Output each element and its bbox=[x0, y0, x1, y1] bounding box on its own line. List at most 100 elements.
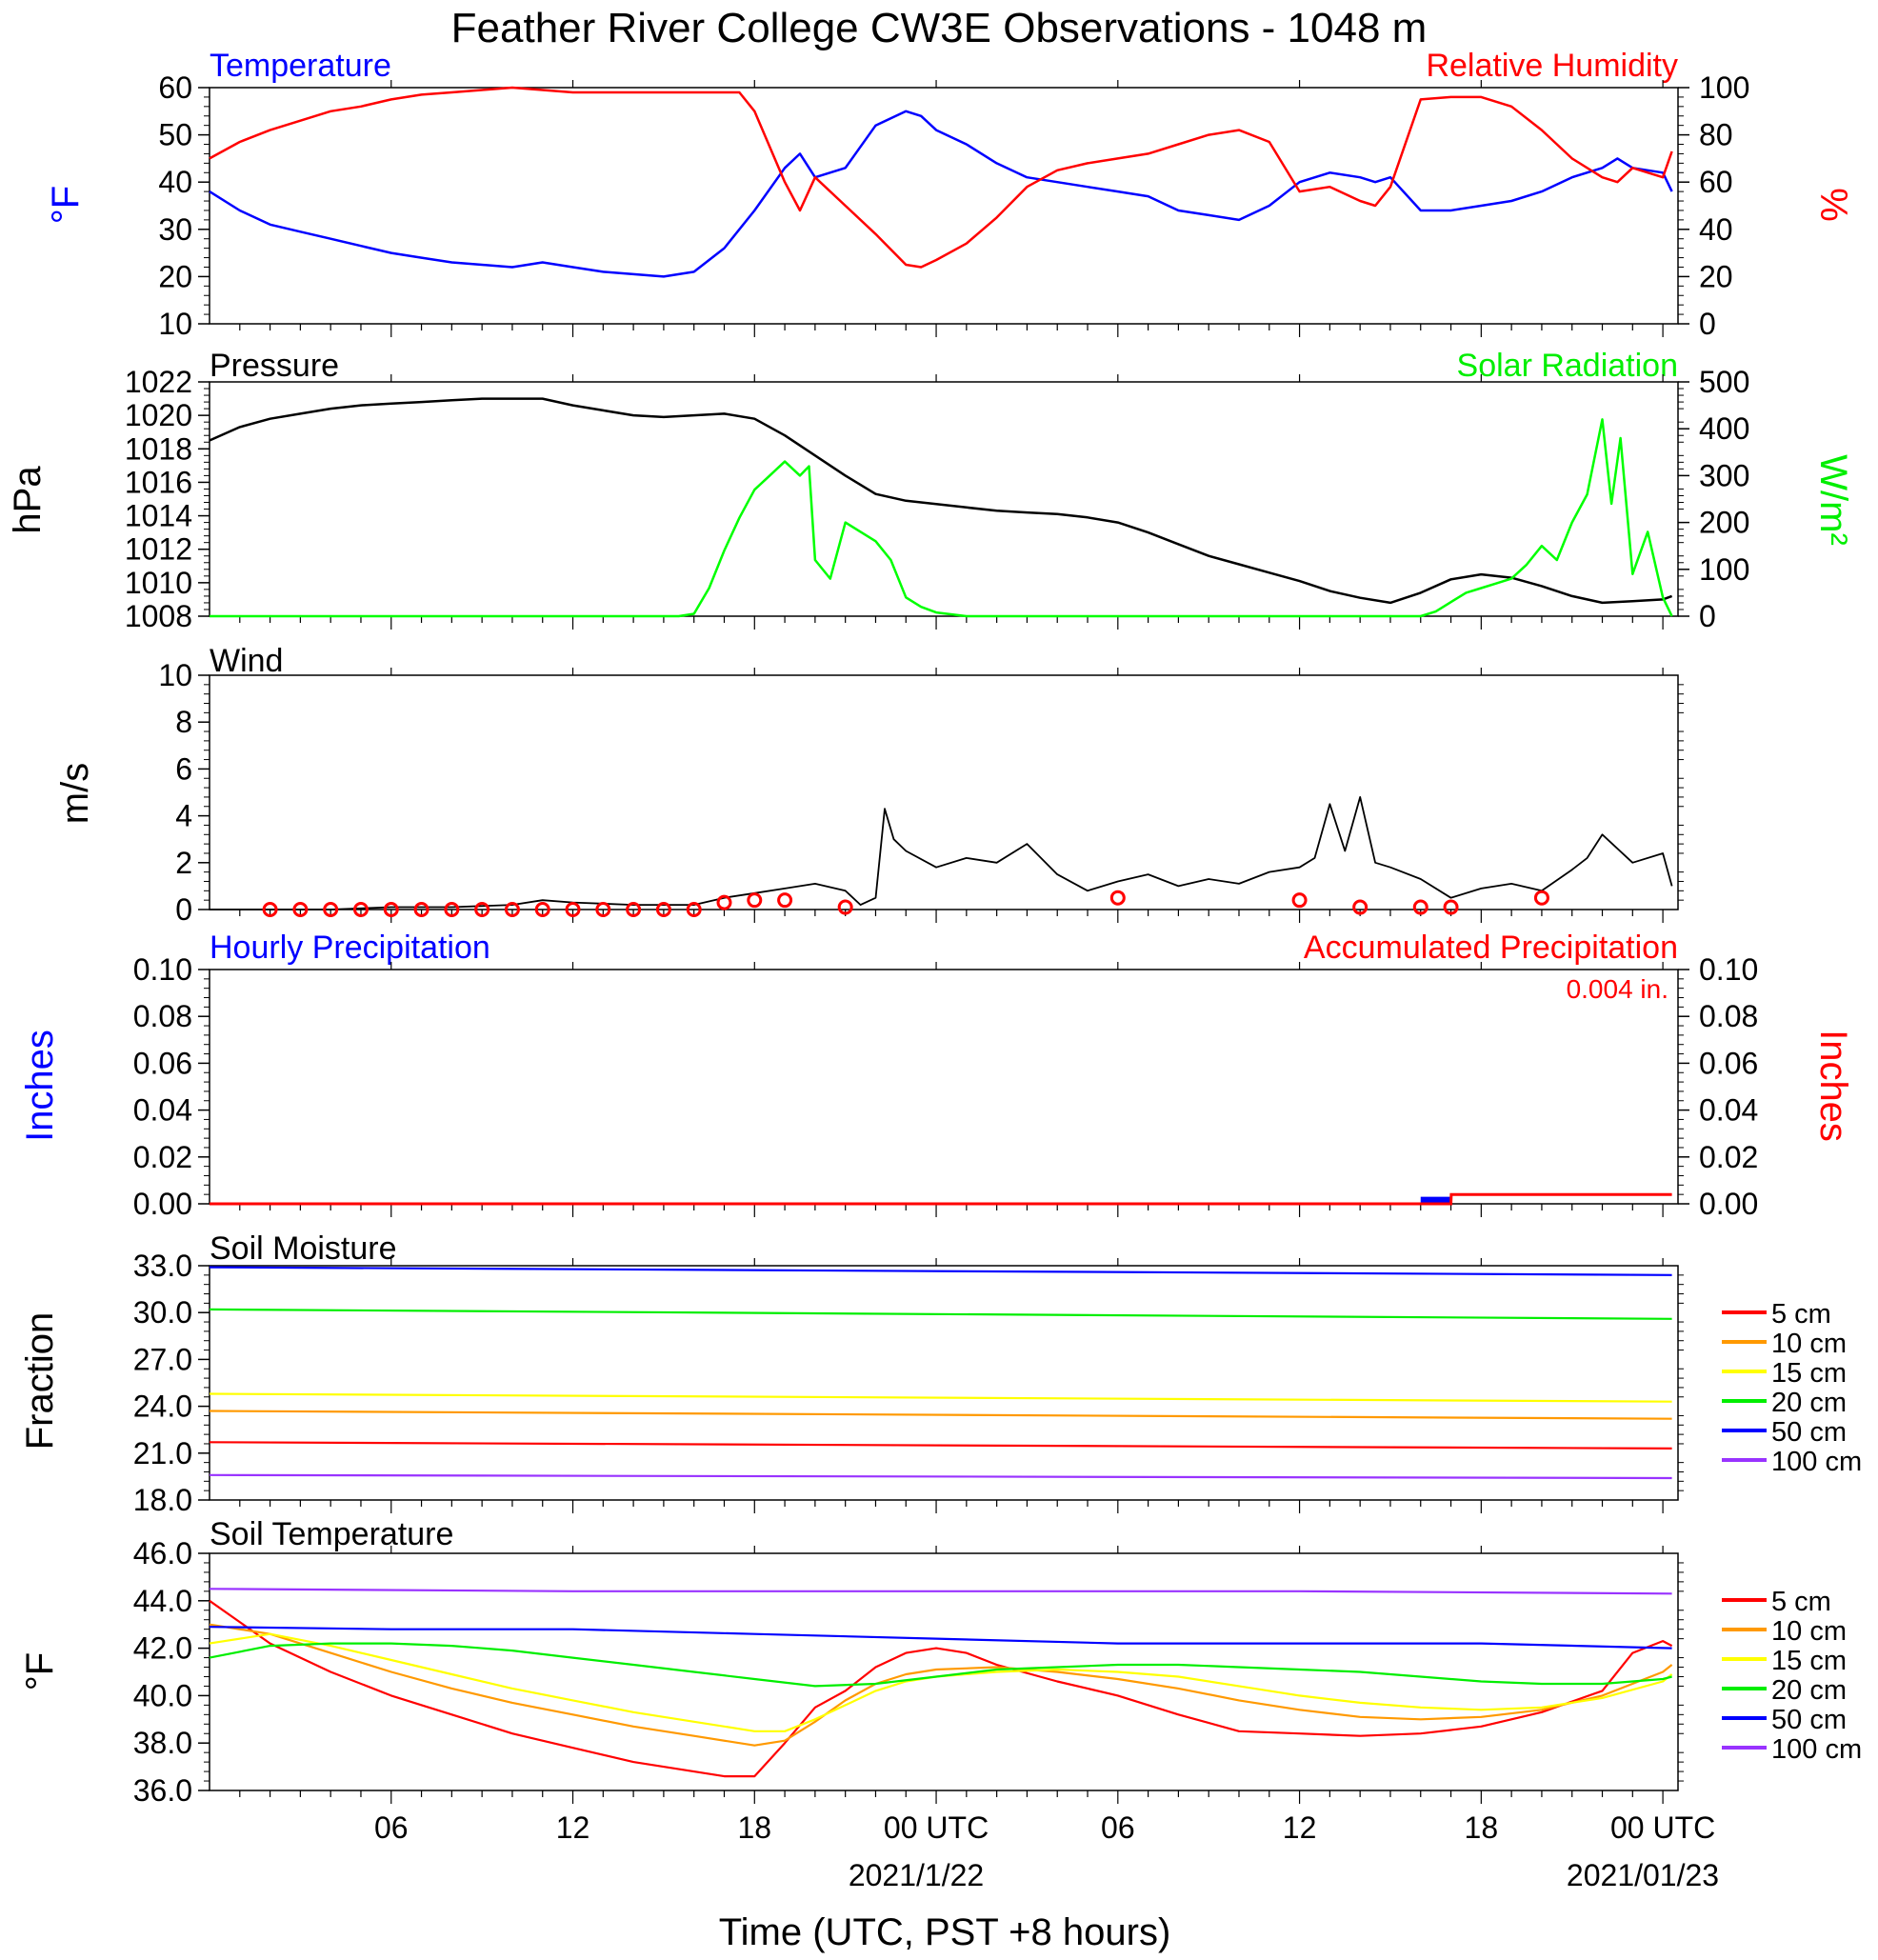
hourly-precip-title: Hourly Precipitation bbox=[210, 930, 490, 966]
x-tick-label: 00 UTC bbox=[884, 1810, 989, 1845]
soil-temp-unit: °F bbox=[19, 1652, 61, 1690]
x-tick-label: 12 bbox=[556, 1810, 590, 1845]
date-label-2: 2021/01/23 bbox=[1567, 1858, 1719, 1892]
temperature-line bbox=[209, 110, 1673, 278]
wind-marker bbox=[504, 902, 520, 917]
soil_temp-line-2 bbox=[209, 1632, 1673, 1732]
pressure-unit-label: hPa bbox=[7, 466, 49, 534]
y-tick-label: 1022 bbox=[125, 365, 192, 399]
y-tick-label: 10 bbox=[158, 307, 192, 341]
wind-marker bbox=[292, 902, 309, 917]
y-right-tick-label: 100 bbox=[1699, 552, 1749, 587]
humidity-line bbox=[209, 86, 1673, 269]
y-right-tick-label: 0.10 bbox=[1699, 952, 1758, 987]
soil_temp-legend-label: 100 cm bbox=[1771, 1734, 1862, 1765]
y-tick-label: 0.02 bbox=[133, 1140, 192, 1174]
solar-panel-title: Solar Radiation bbox=[1457, 348, 1678, 384]
y-tick-label: 50 bbox=[158, 118, 192, 152]
y-tick-label: 40 bbox=[158, 165, 192, 199]
wind-marker bbox=[444, 902, 460, 917]
pressure-line bbox=[209, 397, 1673, 605]
x-tick-label: 00 UTC bbox=[1610, 1810, 1715, 1845]
y-tick-label: 60 bbox=[158, 70, 192, 105]
x-axis-label: Time (UTC, PST +8 hours) bbox=[719, 1911, 1171, 1953]
temp_rh-frame bbox=[209, 87, 1679, 325]
wind-marker bbox=[383, 902, 399, 917]
wind-marker bbox=[716, 894, 732, 910]
wind-marker bbox=[595, 902, 611, 917]
y-right-tick-label: 0.04 bbox=[1699, 1093, 1758, 1128]
y-tick-label: 38.0 bbox=[133, 1726, 192, 1760]
rh-unit-label: % bbox=[1812, 188, 1854, 222]
y-tick-label: 10 bbox=[158, 658, 192, 692]
y-tick-label: 36.0 bbox=[133, 1773, 192, 1808]
soil_moisture-line-3 bbox=[209, 1308, 1672, 1320]
soil_temp-legend-label: 5 cm bbox=[1771, 1587, 1831, 1617]
x-tick-label: 12 bbox=[1283, 1810, 1317, 1845]
y-tick-label: 24.0 bbox=[133, 1390, 192, 1424]
y-tick-label: 20 bbox=[158, 259, 192, 293]
chart-title: Feather River College CW3E Observations … bbox=[451, 5, 1428, 51]
y-tick-label: 30 bbox=[158, 212, 192, 247]
wind-marker bbox=[474, 902, 490, 917]
wind-marker bbox=[1533, 890, 1549, 906]
y-tick-label: 4 bbox=[175, 799, 192, 833]
y-tick-label: 2 bbox=[175, 846, 192, 880]
soil_moisture-line-1 bbox=[209, 1410, 1672, 1420]
y-tick-label: 44.0 bbox=[133, 1584, 192, 1618]
y-tick-label: 21.0 bbox=[133, 1436, 192, 1470]
wind-speed-line bbox=[210, 796, 1673, 910]
pressure_solar-frame bbox=[209, 381, 1679, 617]
y-tick-label: 1012 bbox=[125, 532, 192, 567]
soil-moisture-unit: Fraction bbox=[19, 1312, 61, 1450]
wind-marker bbox=[1109, 890, 1126, 906]
soil-temp-title: Soil Temperature bbox=[210, 1516, 453, 1552]
x-tick-label: 06 bbox=[1101, 1810, 1135, 1845]
plot-layer: 6050403020101008060402001022102010181016… bbox=[125, 70, 1862, 1845]
y-right-tick-label: 200 bbox=[1699, 506, 1749, 540]
y-right-tick-label: 0 bbox=[1699, 307, 1716, 341]
soil_moisture-legend-label: 5 cm bbox=[1771, 1299, 1831, 1330]
soil_moisture-line-2 bbox=[209, 1392, 1672, 1403]
y-tick-label: 1018 bbox=[125, 431, 192, 466]
soil_temp-legend-label: 20 cm bbox=[1771, 1675, 1847, 1706]
rh-panel-title: Relative Humidity bbox=[1426, 48, 1678, 84]
wind-marker bbox=[1291, 892, 1308, 909]
wind-unit-label: m/s bbox=[54, 763, 96, 824]
soil_temp-line-5 bbox=[209, 1588, 1672, 1595]
wind-marker bbox=[413, 902, 430, 917]
y-right-tick-label: 60 bbox=[1699, 165, 1733, 199]
wind-panel-title: Wind bbox=[210, 643, 283, 679]
accum-precip-title: Accumulated Precipitation bbox=[1304, 930, 1678, 966]
accum-precip-line bbox=[210, 1192, 1672, 1206]
date-label-1: 2021/1/22 bbox=[849, 1858, 984, 1892]
x-tick-label: 18 bbox=[737, 1810, 771, 1845]
soil_moisture-line-5 bbox=[209, 1473, 1672, 1480]
y-tick-label: 1014 bbox=[125, 499, 192, 533]
y-tick-label: 0.00 bbox=[133, 1187, 192, 1221]
soil_temp-line-3 bbox=[209, 1642, 1672, 1688]
y-tick-label: 1008 bbox=[125, 599, 192, 633]
wind-marker bbox=[1352, 899, 1369, 915]
y-right-tick-label: 400 bbox=[1699, 411, 1749, 446]
precip-left-unit: Inches bbox=[19, 1030, 61, 1142]
y-tick-label: 6 bbox=[175, 751, 192, 786]
wind-marker bbox=[565, 902, 581, 917]
wind-marker bbox=[323, 902, 339, 917]
y-right-tick-label: 100 bbox=[1699, 70, 1749, 105]
wind-marker bbox=[777, 892, 793, 909]
temp-panel-title: Temperature bbox=[210, 48, 391, 84]
soil_temp-legend-label: 50 cm bbox=[1771, 1705, 1847, 1735]
y-tick-label: 0 bbox=[175, 892, 192, 927]
pressure-panel-title: Pressure bbox=[210, 348, 339, 384]
wind-marker bbox=[534, 902, 550, 917]
y-right-tick-label: 500 bbox=[1699, 365, 1749, 399]
soil-moisture-title: Soil Moisture bbox=[210, 1230, 397, 1267]
y-tick-label: 1016 bbox=[125, 465, 192, 499]
wind-marker bbox=[747, 892, 763, 909]
y-tick-label: 1010 bbox=[125, 566, 192, 600]
wind-marker bbox=[655, 902, 671, 917]
y-right-tick-label: 0.08 bbox=[1699, 999, 1758, 1033]
y-tick-label: 40.0 bbox=[133, 1678, 192, 1712]
